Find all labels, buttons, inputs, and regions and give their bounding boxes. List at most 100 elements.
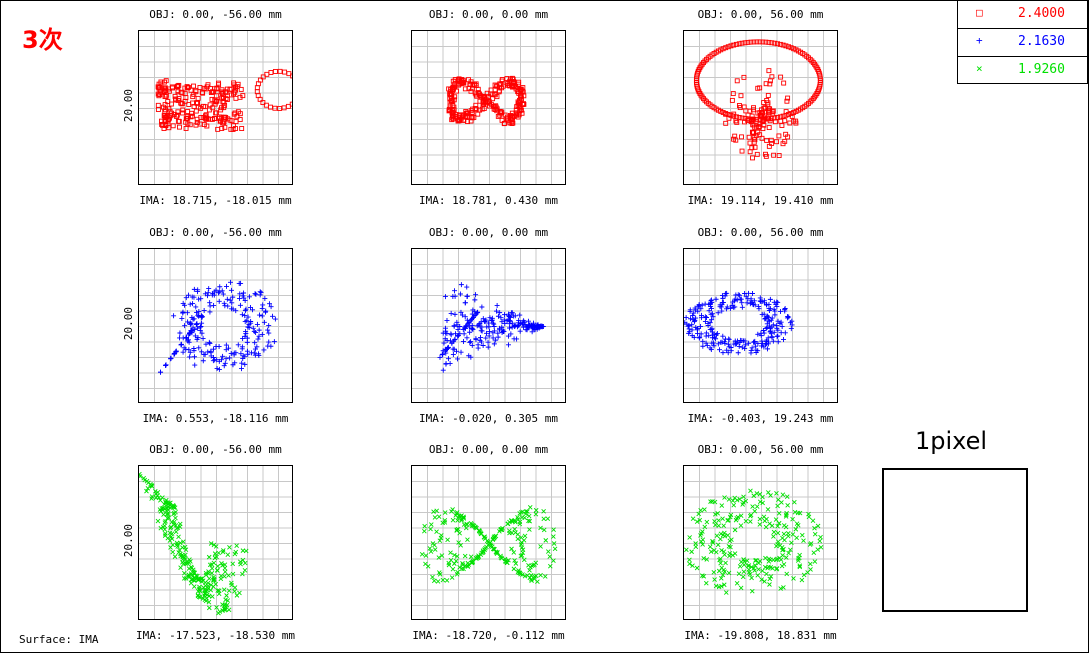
spot-point [775, 539, 781, 544]
spot-point [527, 518, 533, 524]
spot-point [177, 335, 183, 341]
spot-point [209, 96, 215, 102]
spot-point [265, 327, 271, 333]
spot-point [191, 354, 197, 360]
spot-point [760, 494, 765, 500]
spot-point [768, 137, 774, 143]
spot-point [207, 300, 213, 306]
spot-point [752, 563, 758, 568]
spot-point [461, 566, 466, 572]
spot-point [729, 537, 734, 542]
spot-point [528, 577, 534, 582]
spot-point [773, 517, 779, 522]
spot-point [450, 517, 456, 523]
spot-point [256, 327, 262, 333]
spot-point [492, 534, 497, 539]
spot-point [445, 356, 451, 362]
spot-point [795, 558, 801, 563]
spot-point [262, 309, 268, 315]
spot-svg [139, 466, 292, 619]
legend: □ 2.4000 + 2.1630 × 1.9260 [957, 0, 1088, 84]
spot-point [748, 512, 754, 518]
spot-point [174, 542, 180, 548]
spot-point [173, 529, 179, 535]
spot-point [487, 329, 493, 335]
spot-point [545, 549, 551, 554]
spot-svg [684, 466, 837, 619]
spot-point [757, 499, 763, 505]
spot-point [203, 86, 209, 92]
spot-point [703, 340, 709, 346]
spot-point [189, 110, 195, 116]
spot-point [714, 330, 720, 336]
spot-point [780, 492, 786, 498]
spot-point [266, 330, 272, 336]
spot-point [176, 550, 182, 555]
spot-point [762, 105, 768, 111]
spot-point [457, 324, 463, 329]
spot-point [210, 578, 216, 583]
spot-point [761, 122, 767, 128]
spot-point [795, 523, 801, 528]
spot-point [277, 68, 283, 74]
spot-point [473, 106, 479, 112]
obj-label: OBJ: 0.00, 56.00 mm [697, 8, 824, 21]
spot-point [523, 327, 529, 333]
spot-point [779, 500, 784, 505]
spot-point [720, 516, 725, 521]
spot-point [256, 312, 262, 318]
spot-point [469, 316, 475, 322]
spot-point [776, 510, 782, 516]
spot-point [161, 104, 166, 110]
spot-point [220, 548, 226, 553]
spot-point [774, 333, 780, 339]
spot-point [722, 336, 728, 342]
spot-point [779, 563, 785, 569]
spot-point [687, 307, 693, 313]
spot-point [769, 40, 775, 46]
spot-point [700, 537, 706, 542]
spot-point [188, 87, 194, 93]
spot-point [472, 524, 478, 530]
spot-point [423, 553, 429, 558]
spot-point [518, 107, 524, 113]
spot-point [476, 553, 481, 559]
spot-point [214, 605, 219, 610]
spot-point [242, 319, 248, 325]
spot-point [177, 330, 183, 336]
spot-point [715, 310, 721, 316]
spot-point [198, 588, 203, 594]
scale-label: 20.00 [122, 306, 136, 340]
spot-point [209, 566, 215, 571]
spot-point [167, 502, 173, 508]
spot-point [752, 508, 758, 514]
spot-point [169, 110, 175, 116]
spot-point [226, 573, 231, 578]
spot-point [493, 337, 499, 343]
spot-point [784, 98, 790, 104]
spot-point [775, 41, 781, 47]
spot-point [760, 568, 765, 574]
spot-point [764, 324, 770, 330]
spot-point [257, 292, 263, 298]
spot-point [719, 547, 724, 553]
spot-point [259, 313, 265, 319]
spot-point [777, 41, 783, 47]
spot-point [693, 541, 698, 546]
spot-point [468, 88, 474, 94]
spot-point [703, 330, 709, 336]
spot-point [220, 120, 226, 126]
spot-point [776, 520, 782, 526]
spot-point [186, 102, 192, 107]
spot-point [515, 536, 521, 542]
spot-point [797, 564, 803, 570]
spot-point [517, 312, 523, 318]
spot-point [766, 125, 772, 131]
spot-point [467, 329, 473, 335]
spot-point [442, 294, 448, 300]
spot-point [481, 106, 487, 111]
spot-point [771, 329, 777, 335]
spot-point [711, 343, 717, 349]
spot-point [461, 331, 467, 337]
spot-point [225, 552, 231, 558]
